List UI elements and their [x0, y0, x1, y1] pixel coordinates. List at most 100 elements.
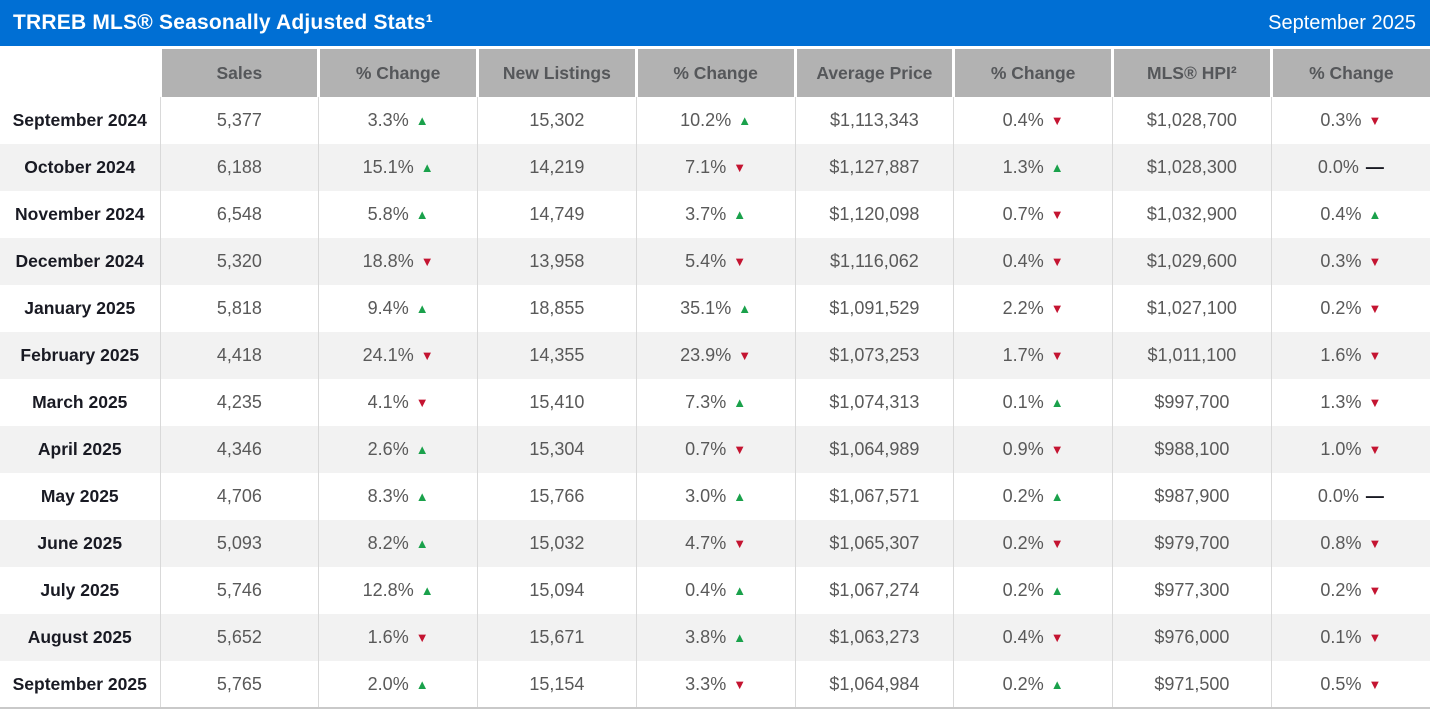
sales-cell: 6,548 — [159, 191, 319, 238]
down-arrow-icon: ▼ — [733, 536, 747, 551]
down-arrow-icon: ▼ — [1368, 583, 1382, 598]
hpi-change-cell: 0.4% ▲ — [1270, 191, 1430, 238]
average-price-cell: $1,091,529 — [794, 285, 954, 332]
down-arrow-icon: ▼ — [733, 442, 747, 457]
hpi-change-cell: 1.3% ▼ — [1270, 379, 1430, 426]
up-arrow-icon: ▲ — [420, 583, 434, 598]
change-value: 1.6% — [1320, 345, 1362, 365]
column-header: % Change — [317, 49, 478, 97]
corner-cell — [0, 49, 160, 97]
down-arrow-icon: ▼ — [1368, 536, 1382, 551]
month-cell: June 2025 — [37, 533, 123, 553]
change-value: 0.4% — [1002, 627, 1044, 647]
sales-change-cell: 3.3% ▲ — [318, 97, 478, 144]
table-body: September 2024 5,377 3.3% ▲ 15,302 10.2% ▲ $1,1… — [0, 97, 1430, 708]
average-price-change-cell: 0.2% ▲ — [953, 567, 1113, 614]
hpi-change-cell: 0.3% ▼ — [1270, 238, 1430, 285]
up-arrow-icon: ▲ — [733, 395, 747, 410]
change-value: 1.7% — [1002, 345, 1044, 365]
change-value: 18.8% — [362, 251, 414, 271]
hpi-cell: $1,029,600 — [1112, 238, 1272, 285]
table-row: September 2025 5,765 2.0% ▲ 15,154 3.3% ▼ $1,06… — [0, 661, 1430, 708]
down-arrow-icon: ▼ — [733, 676, 747, 692]
average-price-change-cell: 2.2% ▼ — [953, 285, 1113, 332]
average-price-cell: $1,073,253 — [794, 332, 954, 379]
hpi-change-cell: 0.2% ▼ — [1270, 567, 1430, 614]
up-arrow-icon: ▲ — [415, 442, 429, 457]
new-listings-cell: 18,855 — [477, 285, 637, 332]
change-value: 1.6% — [367, 627, 409, 647]
hpi-cell: $1,028,300 — [1112, 144, 1272, 191]
month-cell: March 2025 — [32, 392, 128, 412]
change-value: 3.3% — [685, 673, 727, 694]
change-value: 0.7% — [1002, 204, 1044, 224]
change-value: 7.1% — [685, 157, 727, 177]
new-listings-change-cell: 0.4% ▲ — [635, 567, 795, 614]
up-arrow-icon: ▲ — [415, 113, 429, 128]
table-row: October 2024 6,188 15.1% ▲ 14,219 7.1% ▼ $1,127… — [0, 144, 1430, 191]
change-value: 0.3% — [1320, 251, 1362, 271]
change-value: 9.4% — [367, 298, 409, 318]
up-arrow-icon: ▲ — [733, 630, 747, 645]
month-cell: May 2025 — [40, 486, 119, 506]
table-row: July 2025 5,746 12.8% ▲ 15,094 0.4% ▲ $1,067,27… — [0, 567, 1430, 614]
table-row: June 2025 5,093 8.2% ▲ 15,032 4.7% ▼ $1,065,307… — [0, 520, 1430, 567]
change-value: 7.3% — [685, 392, 727, 412]
new-listings-change-cell: 7.1% ▼ — [635, 144, 795, 191]
month-cell: April 2025 — [37, 439, 122, 459]
down-arrow-icon: ▼ — [420, 348, 434, 363]
sales-cell: 4,706 — [159, 473, 319, 520]
hpi-change-cell: 0.0% — — [1270, 144, 1430, 191]
average-price-change-cell: 0.4% ▼ — [953, 614, 1113, 661]
up-arrow-icon: ▲ — [1050, 160, 1064, 175]
average-price-change-cell: 1.3% ▲ — [953, 144, 1113, 191]
down-arrow-icon: ▼ — [1050, 348, 1064, 363]
sales-cell: 6,188 — [159, 144, 319, 191]
change-value: 12.8% — [362, 580, 414, 600]
down-arrow-icon: ▼ — [1368, 348, 1382, 363]
table-row: March 2025 4,235 4.1% ▼ 15,410 7.3% ▲ $1,074,31… — [0, 379, 1430, 426]
hpi-cell: $988,100 — [1112, 426, 1272, 473]
average-price-change-cell: 0.9% ▼ — [953, 426, 1113, 473]
down-arrow-icon: ▼ — [420, 254, 434, 269]
average-price-change-cell: 0.1% ▲ — [953, 379, 1113, 426]
change-value: 1.3% — [1320, 392, 1362, 412]
sales-change-cell: 18.8% ▼ — [318, 238, 478, 285]
new-listings-cell: 15,094 — [477, 567, 637, 614]
hpi-change-cell: 1.0% ▼ — [1270, 426, 1430, 473]
new-listings-cell: 15,671 — [477, 614, 637, 661]
change-value: 35.1% — [680, 298, 732, 318]
change-value: 1.3% — [1002, 157, 1044, 177]
change-value: 3.0% — [685, 486, 727, 506]
up-arrow-icon: ▲ — [733, 207, 747, 222]
hpi-cell: $976,000 — [1112, 614, 1272, 661]
sales-cell: 5,765 — [159, 661, 319, 708]
title-bar: TRREB MLS® Seasonally Adjusted Stats¹ Se… — [0, 0, 1430, 46]
stats-table: Sales% Change New Listings% Change Average… — [0, 49, 1430, 709]
new-listings-cell: 15,154 — [477, 661, 637, 708]
sales-change-cell: 2.0% ▲ — [318, 661, 478, 708]
table-header: Sales% Change New Listings% Change Average… — [0, 49, 1430, 97]
hpi-cell: $977,300 — [1112, 567, 1272, 614]
column-header: % Change — [634, 49, 795, 97]
change-value: 0.4% — [1320, 204, 1362, 224]
sales-change-cell: 2.6% ▲ — [318, 426, 478, 473]
hpi-cell: $987,900 — [1112, 473, 1272, 520]
average-price-change-cell: 1.7% ▼ — [953, 332, 1113, 379]
column-header: Average Price — [793, 49, 954, 97]
sales-cell: 4,235 — [159, 379, 319, 426]
change-value: 23.9% — [680, 345, 732, 365]
new-listings-cell: 14,219 — [477, 144, 637, 191]
table-row: December 2024 5,320 18.8% ▼ 13,958 5.4% ▼ $1,11… — [0, 238, 1430, 285]
average-price-change-cell: 0.2% ▲ — [953, 661, 1113, 708]
column-header: MLS® HPI² — [1111, 49, 1272, 97]
hpi-cell: $971,500 — [1112, 661, 1272, 708]
report-title: TRREB MLS® Seasonally Adjusted Stats¹ — [13, 11, 433, 34]
change-value: 0.1% — [1002, 392, 1044, 412]
average-price-cell: $1,120,098 — [794, 191, 954, 238]
table-row: May 2025 4,706 8.3% ▲ 15,766 3.0% ▲ $1,067,571 0… — [0, 473, 1430, 520]
sales-cell: 4,418 — [159, 332, 319, 379]
hpi-cell: $1,028,700 — [1112, 97, 1272, 144]
down-arrow-icon: ▼ — [1050, 536, 1064, 551]
